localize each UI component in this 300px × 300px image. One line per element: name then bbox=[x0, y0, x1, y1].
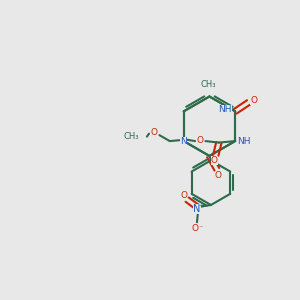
Text: ⁻: ⁻ bbox=[198, 223, 203, 232]
Text: CH₃: CH₃ bbox=[124, 132, 140, 141]
Text: O: O bbox=[180, 191, 187, 200]
Text: +: + bbox=[198, 202, 204, 208]
Text: O: O bbox=[196, 136, 204, 145]
Text: O: O bbox=[215, 171, 222, 180]
Text: O: O bbox=[211, 157, 218, 166]
Text: CH₃: CH₃ bbox=[200, 80, 216, 89]
Text: NH: NH bbox=[218, 105, 232, 114]
Text: O: O bbox=[151, 128, 158, 137]
Text: NH: NH bbox=[237, 136, 250, 146]
Text: O: O bbox=[250, 97, 257, 106]
Text: N: N bbox=[180, 136, 187, 146]
Text: N: N bbox=[193, 204, 201, 214]
Text: O: O bbox=[192, 224, 199, 233]
